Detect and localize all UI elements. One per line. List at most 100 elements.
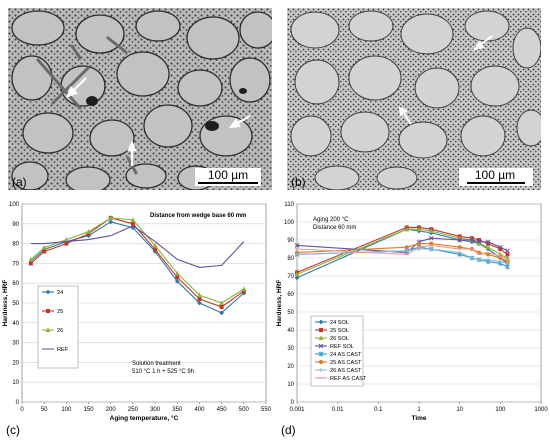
series-line — [296, 246, 508, 268]
legend-marker — [318, 367, 324, 373]
data-point — [428, 235, 434, 241]
y-tick-label: 70 — [12, 261, 19, 267]
x-tick-label: 350 — [172, 407, 183, 413]
series-26-as-cast — [294, 246, 510, 266]
y-tick-label: 50 — [287, 310, 294, 316]
data-point — [457, 237, 463, 243]
data-point — [197, 292, 202, 298]
data-point — [505, 252, 510, 257]
y-tick-label: 80 — [287, 256, 294, 262]
legend-entry: REF — [57, 347, 69, 353]
data-point — [153, 247, 158, 252]
data-point — [476, 257, 482, 262]
data-point — [497, 251, 503, 257]
data-point — [429, 241, 434, 246]
panel-label-d: (d) — [281, 423, 296, 437]
annotation-solution-1: Solution treatment — [132, 361, 181, 367]
data-point — [477, 238, 482, 242]
data-point — [219, 310, 225, 316]
y-tick-label: 50 — [12, 301, 19, 307]
data-point — [428, 228, 434, 233]
y-tick-label: 100 — [9, 202, 20, 208]
data-point — [28, 256, 34, 262]
x-tick-label: 0 — [20, 407, 24, 413]
y-tick-label: 110 — [284, 202, 294, 208]
data-point — [417, 241, 421, 246]
x-tick-label: 300 — [150, 407, 161, 413]
y-tick-label: 80 — [12, 242, 19, 248]
x-tick-label: 0.1 — [374, 407, 383, 413]
annotation-aging: Aging 200 °C — [313, 217, 349, 223]
data-point — [457, 250, 462, 255]
x-tick-label: 200 — [106, 407, 117, 413]
data-point — [498, 259, 503, 264]
series-line — [296, 228, 508, 279]
x-tick-label: 1 — [417, 407, 421, 413]
data-point — [130, 217, 136, 222]
legend-entry: 25 AS CAST — [330, 360, 362, 366]
x-tick-label: 10 — [456, 407, 463, 413]
scalebar-box — [459, 168, 533, 186]
data-point — [41, 244, 47, 250]
data-point — [404, 226, 410, 232]
legend-entry: REF AS CAST — [330, 376, 367, 382]
legend-entry: 25 SOL — [330, 328, 349, 334]
annotation-solution-2: 510 °C 1 h + 525 °C 9h — [132, 369, 194, 375]
legend-marker — [318, 343, 324, 349]
legend-entry: 24 AS CAST — [330, 352, 362, 358]
arrow-markers-a — [66, 77, 251, 166]
data-point — [86, 229, 91, 234]
series-ref-as-cast — [294, 244, 510, 261]
data-point — [469, 237, 475, 243]
series-line — [296, 228, 508, 275]
legend-marker — [318, 335, 324, 340]
y-tick-label: 70 — [287, 274, 294, 280]
data-point — [485, 244, 491, 250]
data-point — [497, 244, 503, 250]
legend-entry: 26 SOL — [330, 336, 349, 342]
data-point — [457, 245, 462, 250]
y-tick-label: 20 — [287, 364, 294, 370]
data-point — [294, 271, 300, 277]
x-axis-label: Aging temperature, °C — [110, 414, 179, 422]
data-point — [108, 215, 114, 220]
y-tick-label: 40 — [287, 328, 294, 334]
data-point — [294, 252, 300, 257]
data-point — [130, 221, 135, 226]
x-tick-label: 1000 — [534, 407, 548, 413]
x-tick-label: 50 — [41, 407, 48, 413]
scalebar-box — [195, 168, 261, 186]
data-point — [498, 247, 503, 251]
legend-box — [37, 285, 79, 369]
series-line — [296, 243, 508, 263]
micrograph-b: 100 µm (b) — [287, 8, 541, 190]
legend-marker — [46, 309, 50, 313]
legend-marker — [319, 328, 323, 332]
data-point — [404, 245, 409, 250]
micrograph-a: 100 µm (a) — [8, 8, 272, 190]
y-tick-label: 40 — [12, 321, 19, 327]
data-point — [219, 300, 225, 305]
chart-c: 0 10 20 30 40 50 60 70 80 90 100 0 50 100 150 200 250 300… — [0, 196, 275, 440]
series-ref — [30, 225, 245, 268]
data-point — [28, 261, 33, 266]
data-point — [174, 278, 180, 284]
data-point — [486, 241, 491, 246]
data-point — [174, 270, 180, 276]
y-axis-label: Hardness, HRF — [2, 280, 9, 327]
x-tick-label: 150 — [84, 407, 95, 413]
legend-entry: 25 — [57, 309, 63, 315]
y-tick-label: 100 — [284, 220, 295, 226]
legend-box — [310, 315, 364, 387]
data-point — [42, 249, 47, 254]
legend-entry: 26 AS CAST — [330, 368, 362, 374]
scalebar-label: 100 µm — [208, 168, 248, 182]
panel-label-b: (b) — [291, 175, 306, 189]
x-tick-label: 100 — [495, 407, 506, 413]
x-tick-label: 0.01 — [332, 407, 344, 413]
panel-label-a: (a) — [12, 175, 27, 189]
y-tick-label: 90 — [287, 238, 294, 244]
y-tick-label: 10 — [12, 380, 19, 386]
legend-entry: 26 — [57, 328, 63, 334]
